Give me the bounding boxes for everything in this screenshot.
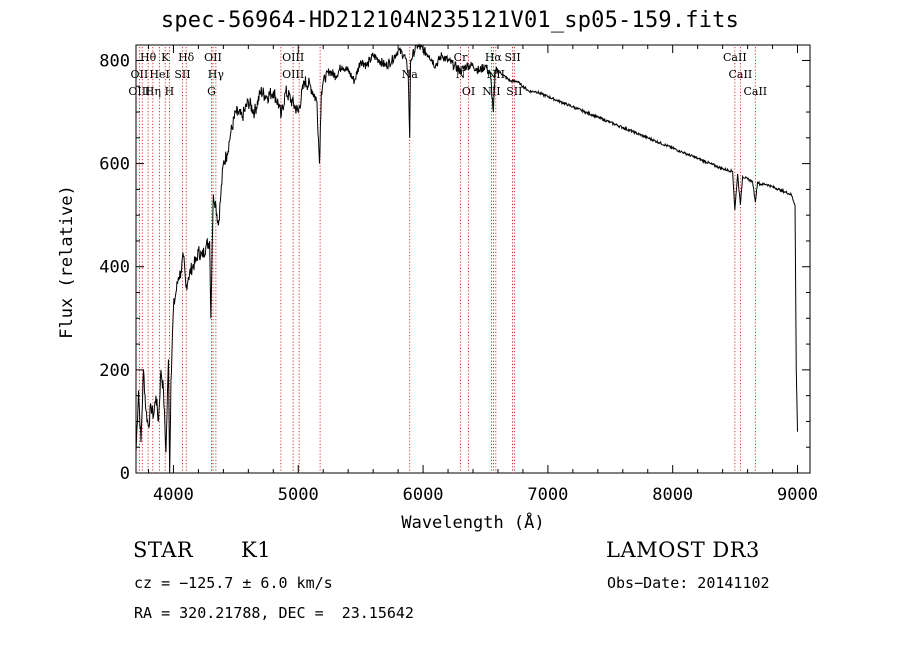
y-tick-label: 400 — [99, 258, 130, 278]
spectral-line-label: CaII — [723, 51, 747, 64]
spectral-line-label: Hη — [145, 85, 161, 98]
y-axis-title: Flux (relative) — [57, 185, 77, 339]
spectral-line-label: Hα — [485, 51, 503, 64]
spectral-line-label: CaII — [729, 68, 753, 81]
spectral-line-label: H — [165, 85, 175, 98]
y-tick-label: 200 — [99, 361, 130, 381]
spectral-line-label: Na — [402, 68, 419, 81]
spectral-marker-lines — [138, 47, 756, 473]
x-axis-ticks: 4000 5000 6000 7000 8000 9000 — [147, 45, 818, 505]
y-tick-label: 600 — [99, 155, 130, 175]
y-tick-label: 0 — [120, 464, 130, 484]
object-subclass: K1 — [241, 538, 272, 562]
flux-line — [135, 43, 799, 474]
spectral-line-label: SII — [174, 68, 190, 81]
spectral-line-label: OIII — [282, 51, 304, 64]
flux-series — [135, 43, 799, 474]
spectral-line-label: OII — [204, 51, 222, 64]
spectral-line-label: CaII — [743, 85, 767, 98]
observation-date: Obs−Date: 20141102 — [607, 574, 770, 592]
spectral-line-label: OII — [131, 68, 149, 81]
spectral-line-label: K — [161, 51, 170, 64]
spectral-line-label: SII — [504, 51, 520, 64]
spectral-line-label: OIII — [282, 68, 304, 81]
x-axis-title: Wavelength (Å) — [401, 511, 544, 533]
survey-name: LAMOST DR3 — [606, 538, 760, 562]
x-tick-label: 6000 — [403, 485, 444, 505]
spectral-line-label: OIII — [128, 85, 150, 98]
spectral-line-label: Hγ — [208, 68, 225, 81]
spectral-line-label: G — [207, 85, 216, 98]
spectral-line-label: OI — [462, 85, 475, 98]
spectral-line-label: Hθ — [140, 51, 157, 64]
x-tick-label: 5000 — [278, 485, 319, 505]
spectral-line-label: SII — [506, 85, 522, 98]
y-axis-ticks: 0 200 400 600 800 — [99, 51, 810, 484]
spectral-line-label: N — [456, 68, 466, 81]
redshift-value: cz = −125.7 ± 6.0 km/s — [134, 574, 333, 592]
coordinates: RA = 320.21788, DEC = 23.15642 — [134, 604, 414, 622]
spectral-line-label: Cr — [454, 51, 468, 64]
spectral-line-label: NII — [487, 68, 505, 81]
x-tick-label: 7000 — [527, 485, 568, 505]
chart-title: spec-56964-HD212104N235121V01_sp05-159.f… — [160, 8, 740, 33]
spectral-line-label: Hδ — [178, 51, 195, 64]
object-class: STAR — [133, 538, 194, 562]
spectral-line-label: NII — [482, 85, 500, 98]
x-tick-label: 4000 — [153, 485, 194, 505]
x-tick-label: 9000 — [777, 485, 818, 505]
x-tick-label: 8000 — [652, 485, 693, 505]
spectral-line-label: HeI — [149, 68, 169, 81]
y-tick-label: 800 — [99, 51, 130, 71]
